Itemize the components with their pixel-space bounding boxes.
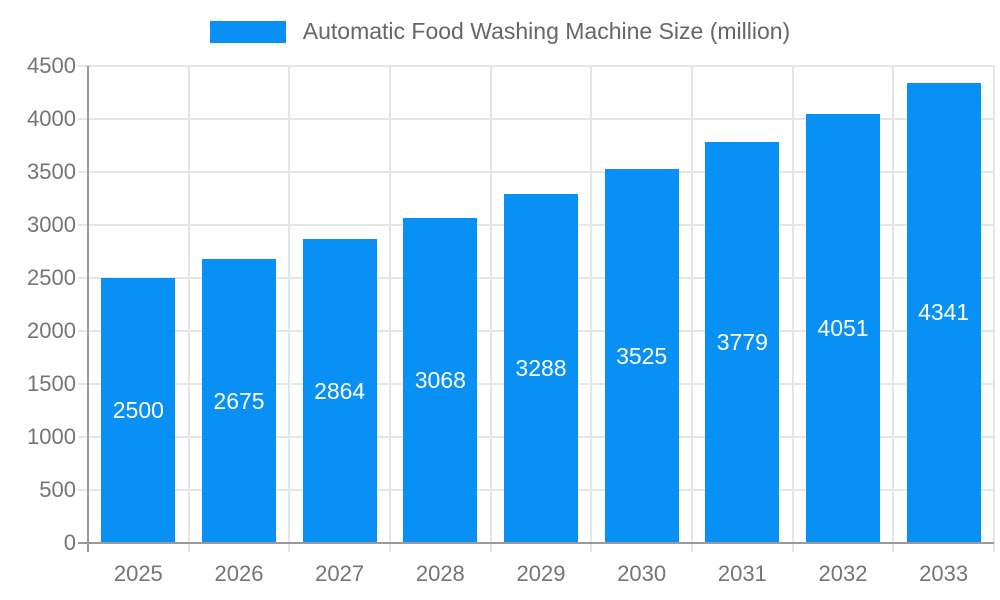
bar-value-label: 3779 (716, 329, 768, 356)
y-tick-label: 2500 (27, 265, 76, 290)
bar-2032[interactable]: 4051 (806, 113, 880, 543)
bar-value-label: 3288 (515, 355, 567, 382)
bar-2030[interactable]: 3525 (604, 169, 679, 543)
x-tick-label: 2029 (516, 561, 566, 586)
gridline-h (78, 118, 994, 120)
gridline-v (288, 66, 291, 552)
x-tick-label: 2031 (717, 561, 767, 586)
bar-2025[interactable]: 2500 (101, 278, 176, 543)
bar-value-label: 2864 (314, 377, 366, 404)
bar-value-label: 4051 (817, 314, 869, 341)
bar-2029[interactable]: 3288 (504, 194, 578, 543)
y-tick-label: 0 (63, 530, 76, 555)
bar-2028[interactable]: 3068 (403, 217, 478, 543)
bar-2027[interactable]: 2864 (302, 239, 377, 543)
gridline-v (590, 66, 593, 552)
gridline-v (389, 66, 391, 552)
bar-value-label: 4341 (918, 299, 970, 326)
bar-2031[interactable]: 3779 (705, 142, 780, 543)
gridline-v (187, 66, 190, 552)
plot-area: 2500 2675 2864 3068 3288 3525 3779 4051 4341 (78, 65, 995, 552)
gridline-h (78, 65, 994, 67)
legend-item[interactable]: Automatic Food Washing Machine Size (mil… (0, 18, 1000, 45)
gridline-v (691, 66, 693, 552)
bar-value-label: 2500 (112, 397, 164, 423)
bar-2033[interactable]: 4341 (906, 82, 981, 543)
bar-value-label: 3525 (616, 342, 668, 369)
y-tick-label: 3000 (27, 212, 76, 237)
y-tick-label: 1500 (27, 371, 76, 396)
y-tick-label: 2000 (27, 318, 76, 343)
bar-value-label: 3068 (414, 366, 466, 393)
x-tick-label: 2027 (315, 561, 365, 586)
x-tick-label: 2026 (214, 561, 264, 586)
gridline-v (489, 66, 492, 552)
x-tick-label: 2028 (415, 561, 465, 586)
y-tick-label: 4000 (27, 106, 76, 131)
gridline-v (993, 66, 995, 552)
x-tick-label: 2033 (919, 561, 969, 586)
x-tick-label: 2032 (818, 561, 868, 586)
x-tick-label: 2025 (113, 561, 163, 586)
y-tick-label: 500 (39, 477, 76, 502)
y-tick-label: 4500 (27, 53, 76, 78)
bar-value-label: 2675 (213, 387, 265, 414)
x-tick-label: 2030 (617, 561, 667, 586)
gridline-h (78, 171, 994, 173)
legend-swatch[interactable] (209, 20, 286, 43)
bar-2026[interactable]: 2675 (202, 259, 276, 543)
gridline-v (791, 66, 794, 552)
y-tick-label: 3500 (27, 159, 76, 184)
x-axis-line (78, 542, 994, 544)
y-tick-label: 1000 (27, 424, 76, 449)
gridline-v (892, 66, 895, 552)
y-axis-line (87, 66, 89, 552)
legend-label[interactable]: Automatic Food Washing Machine Size (mil… (302, 18, 791, 44)
